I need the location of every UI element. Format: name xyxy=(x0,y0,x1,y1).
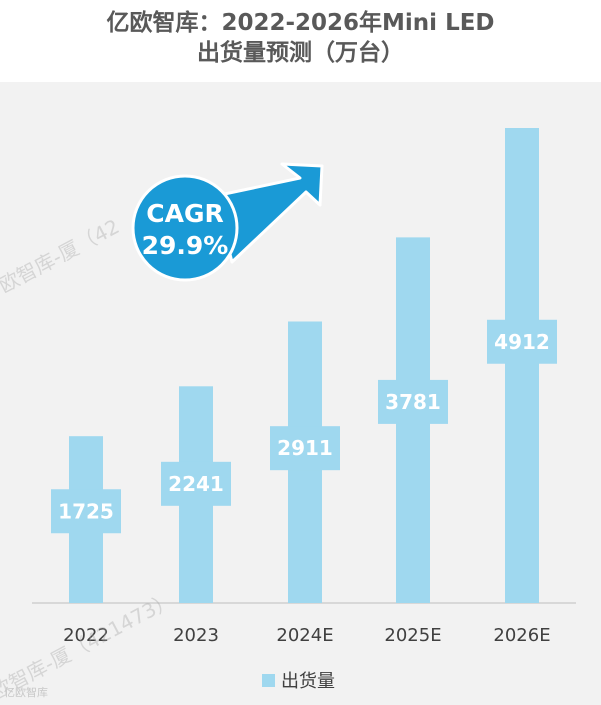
callout-label: CAGR xyxy=(146,199,223,228)
data-label-bg-2022 xyxy=(51,489,121,534)
data-label-2025E: 3781 xyxy=(385,390,441,414)
data-label-2024E: 2911 xyxy=(277,436,333,460)
bar-2026E xyxy=(505,128,539,603)
x-tick-label-2025E: 2025E xyxy=(384,625,441,646)
callout-value: 29.9% xyxy=(142,231,229,260)
legend-label: 出货量 xyxy=(281,671,335,692)
x-tick-label-2026E: 2026E xyxy=(493,625,550,646)
x-tick-label-2023: 2023 xyxy=(173,625,219,646)
data-label-2022: 1725 xyxy=(58,499,114,523)
data-label-bg-2025E xyxy=(378,379,448,424)
x-tick-label-2024E: 2024E xyxy=(276,625,333,646)
chart-title-line-2: 出货量预测（万台） xyxy=(197,40,404,66)
x-tick-label-2022: 2022 xyxy=(63,625,109,646)
chart-title: 亿欧智库：2022-2026年Mini LED 出货量预测（万台） xyxy=(0,0,601,82)
legend: 出货量 xyxy=(262,668,335,692)
data-label-bg-2026E xyxy=(487,319,557,364)
legend-swatch xyxy=(262,673,275,687)
callout-arrow xyxy=(213,162,324,264)
data-label-bg-2023 xyxy=(161,461,231,506)
data-label-2023: 2241 xyxy=(168,472,224,496)
chart-title-line-1: 亿欧智库：2022-2026年Mini LED xyxy=(106,10,495,36)
callout-circle xyxy=(131,174,239,282)
data-label-bg-2024E xyxy=(270,426,340,471)
credit-text: 亿欧智库 xyxy=(4,686,48,699)
data-label-2026E: 4912 xyxy=(494,330,550,354)
